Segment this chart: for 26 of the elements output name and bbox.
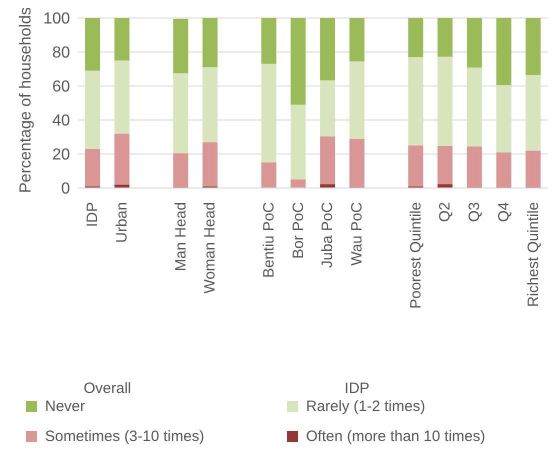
x-tick-label: Juba PoC: [319, 202, 336, 268]
x-tick-label: Woman Head: [202, 202, 219, 294]
x-tick-label: Man Head: [172, 202, 190, 272]
legend-label: Often (more than 10 times): [305, 427, 486, 448]
y-tick-label: 80: [52, 44, 70, 62]
legend-label: Rarely (1-2 times): [306, 398, 426, 415]
y-tick-label: 60: [52, 78, 70, 96]
x-tick-label: IDP: [84, 202, 102, 228]
y-tick-label: 40: [52, 112, 70, 130]
y-tick-label: 20: [52, 146, 70, 164]
text: IDP: [344, 380, 370, 397]
x-tick-label: Poorest Quintile: [407, 202, 424, 309]
x-tick-label: Urban: [114, 202, 131, 243]
y-tick-label: 0: [61, 180, 70, 198]
legend-label: Sometimes (3-10 times): [44, 427, 206, 448]
x-tick-label: Q3: [466, 202, 484, 222]
text: Overall: [84, 380, 132, 397]
legend-label: Never: [45, 398, 86, 415]
x-tick-label: Q2: [436, 202, 454, 222]
x-tick-label: Q4: [495, 202, 512, 222]
x-tick-label: Bor PoC: [290, 202, 307, 259]
x-tick-label: Richest Quintile: [524, 202, 542, 308]
x-tick-label: Wau PoC: [348, 202, 366, 266]
y-tick-label: 100: [43, 10, 70, 28]
y-axis-title: Percentage of households: [18, 7, 35, 193]
x-tick-label: Bentiu PoC: [260, 202, 278, 278]
